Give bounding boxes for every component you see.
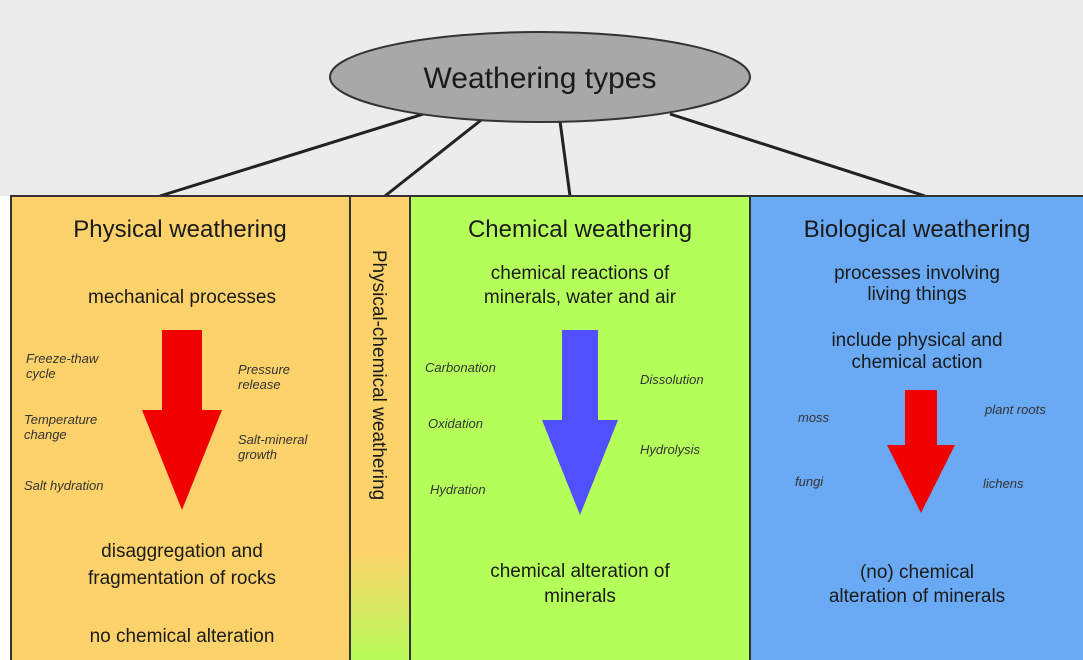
panel-subtitle: include physical and xyxy=(831,330,1002,351)
panel-title: Physical weathering xyxy=(73,216,286,243)
process: fungi xyxy=(795,474,824,489)
process: change xyxy=(24,427,67,442)
panel-subtitle: living things xyxy=(867,284,966,305)
outcome: fragmentation of rocks xyxy=(88,568,276,589)
process: Salt-mineral xyxy=(238,432,308,447)
process: Carbonation xyxy=(425,360,496,375)
process: Dissolution xyxy=(640,372,704,387)
process: Salt hydration xyxy=(24,478,104,493)
outcome: alteration of minerals xyxy=(829,586,1005,607)
panel-subtitle: mechanical processes xyxy=(88,287,276,308)
connectors xyxy=(159,110,926,198)
outcome: chemical alteration of xyxy=(490,561,670,582)
process: Freeze-thaw xyxy=(26,351,100,366)
note: no chemical alteration xyxy=(90,626,275,647)
arrow xyxy=(887,390,955,513)
panel-subtitle: processes involving xyxy=(834,263,1000,284)
panel-subtitle: chemical action xyxy=(852,352,983,373)
panel-title: Chemical weathering xyxy=(468,216,692,243)
panel-subtitle: chemical reactions of xyxy=(491,263,670,284)
process: release xyxy=(238,377,281,392)
process: lichens xyxy=(983,476,1024,491)
outcome: disaggregation and xyxy=(101,541,263,562)
root-node xyxy=(329,31,751,123)
panel-title: Physical-chemical weathering xyxy=(368,250,389,500)
process: cycle xyxy=(26,366,56,381)
outcome: (no) chemical xyxy=(860,562,974,583)
root-label: Weathering types xyxy=(424,62,657,95)
process: Hydrolysis xyxy=(640,442,700,457)
process: moss xyxy=(798,410,830,425)
process: Pressure xyxy=(238,362,290,377)
outcome: minerals xyxy=(544,586,616,607)
process: Oxidation xyxy=(428,416,483,431)
panel-title: Biological weathering xyxy=(804,216,1031,243)
process: Hydration xyxy=(430,482,486,497)
process: plant roots xyxy=(984,402,1046,417)
arrow xyxy=(142,330,222,510)
process: growth xyxy=(238,447,277,462)
panel-subtitle: minerals, water and air xyxy=(484,287,677,308)
process: Temperature xyxy=(24,412,97,427)
arrow xyxy=(542,330,618,515)
